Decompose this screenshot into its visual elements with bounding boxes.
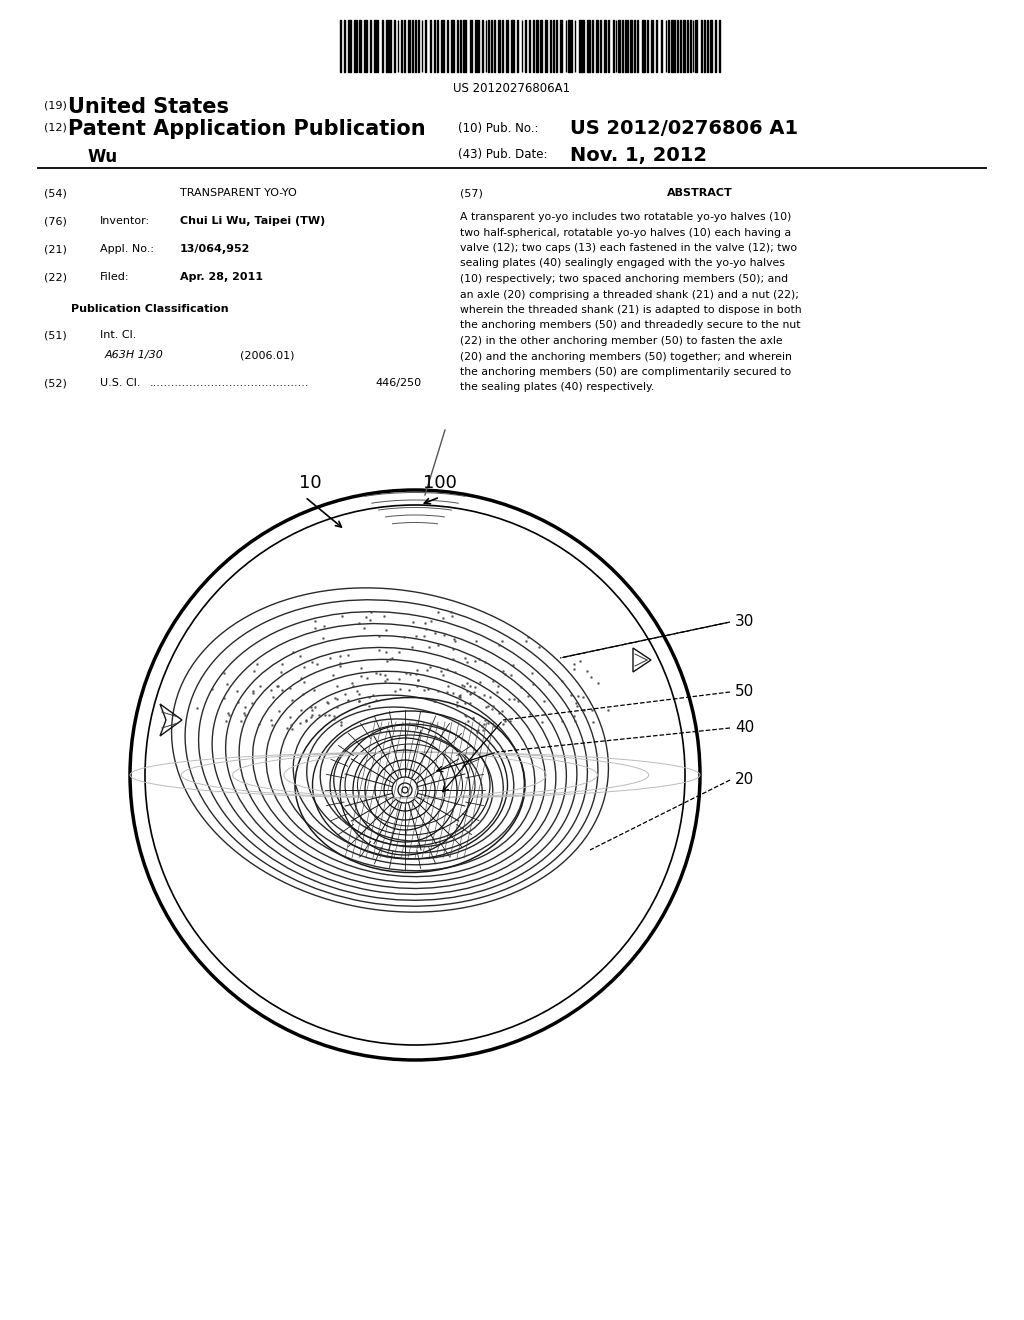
Text: Chui Li Wu, Taipei (TW): Chui Li Wu, Taipei (TW) [180, 216, 326, 226]
Text: wherein the threaded shank (21) is adapted to dispose in both: wherein the threaded shank (21) is adapt… [460, 305, 802, 315]
Text: (51): (51) [44, 330, 67, 341]
Text: (54): (54) [44, 187, 67, 198]
Text: an axle (20) comprising a threaded shank (21) and a nut (22);: an axle (20) comprising a threaded shank… [460, 289, 799, 300]
Text: US 2012/0276806 A1: US 2012/0276806 A1 [570, 119, 798, 139]
Text: 50: 50 [735, 685, 755, 700]
Text: the anchoring members (50) are complimentarily secured to: the anchoring members (50) are complimen… [460, 367, 792, 378]
Text: Int. Cl.: Int. Cl. [100, 330, 136, 341]
Text: Patent Application Publication: Patent Application Publication [68, 119, 426, 139]
Text: ............................................: ........................................… [150, 378, 309, 388]
Text: 40: 40 [735, 721, 755, 735]
Text: US 20120276806A1: US 20120276806A1 [454, 82, 570, 95]
Text: Inventor:: Inventor: [100, 216, 151, 226]
Text: Appl. No.:: Appl. No.: [100, 244, 154, 253]
Text: Apr. 28, 2011: Apr. 28, 2011 [180, 272, 263, 282]
Text: (22) in the other anchoring member (50) to fasten the axle: (22) in the other anchoring member (50) … [460, 337, 782, 346]
Text: 446/250: 446/250 [375, 378, 421, 388]
Text: 10: 10 [299, 474, 322, 492]
Text: (21): (21) [44, 244, 67, 253]
Text: U.S. Cl.: U.S. Cl. [100, 378, 140, 388]
Text: (2006.01): (2006.01) [240, 350, 295, 360]
Text: (12): (12) [44, 121, 67, 132]
Text: Nov. 1, 2012: Nov. 1, 2012 [570, 147, 707, 165]
Text: 13/064,952: 13/064,952 [180, 244, 251, 253]
Text: Publication Classification: Publication Classification [72, 304, 228, 314]
Text: the sealing plates (40) respectively.: the sealing plates (40) respectively. [460, 383, 654, 392]
Text: (19): (19) [44, 100, 67, 110]
Text: 20: 20 [735, 772, 755, 788]
Text: (52): (52) [44, 378, 67, 388]
Text: ABSTRACT: ABSTRACT [667, 187, 733, 198]
Text: Filed:: Filed: [100, 272, 129, 282]
Text: (20) and the anchoring members (50) together; and wherein: (20) and the anchoring members (50) toge… [460, 351, 792, 362]
Text: 100: 100 [423, 474, 457, 492]
Text: TRANSPARENT YO-YO: TRANSPARENT YO-YO [180, 187, 297, 198]
Text: (76): (76) [44, 216, 67, 226]
Text: two half-spherical, rotatable yo-yo halves (10) each having a: two half-spherical, rotatable yo-yo halv… [460, 227, 792, 238]
Text: (57): (57) [460, 187, 483, 198]
Text: (43) Pub. Date:: (43) Pub. Date: [458, 148, 548, 161]
Text: (22): (22) [44, 272, 67, 282]
Text: (10) respectively; two spaced anchoring members (50); and: (10) respectively; two spaced anchoring … [460, 275, 788, 284]
Text: A63H 1/30: A63H 1/30 [105, 350, 164, 360]
Text: United States: United States [68, 96, 229, 117]
Text: 30: 30 [735, 615, 755, 630]
Text: (10) Pub. No.:: (10) Pub. No.: [458, 121, 539, 135]
Text: valve (12); two caps (13) each fastened in the valve (12); two: valve (12); two caps (13) each fastened … [460, 243, 797, 253]
Text: A transparent yo-yo includes two rotatable yo-yo halves (10): A transparent yo-yo includes two rotatab… [460, 213, 792, 222]
Text: the anchoring members (50) and threadedly secure to the nut: the anchoring members (50) and threadedl… [460, 321, 801, 330]
Text: Wu: Wu [88, 148, 118, 166]
Text: sealing plates (40) sealingly engaged with the yo-yo halves: sealing plates (40) sealingly engaged wi… [460, 259, 784, 268]
